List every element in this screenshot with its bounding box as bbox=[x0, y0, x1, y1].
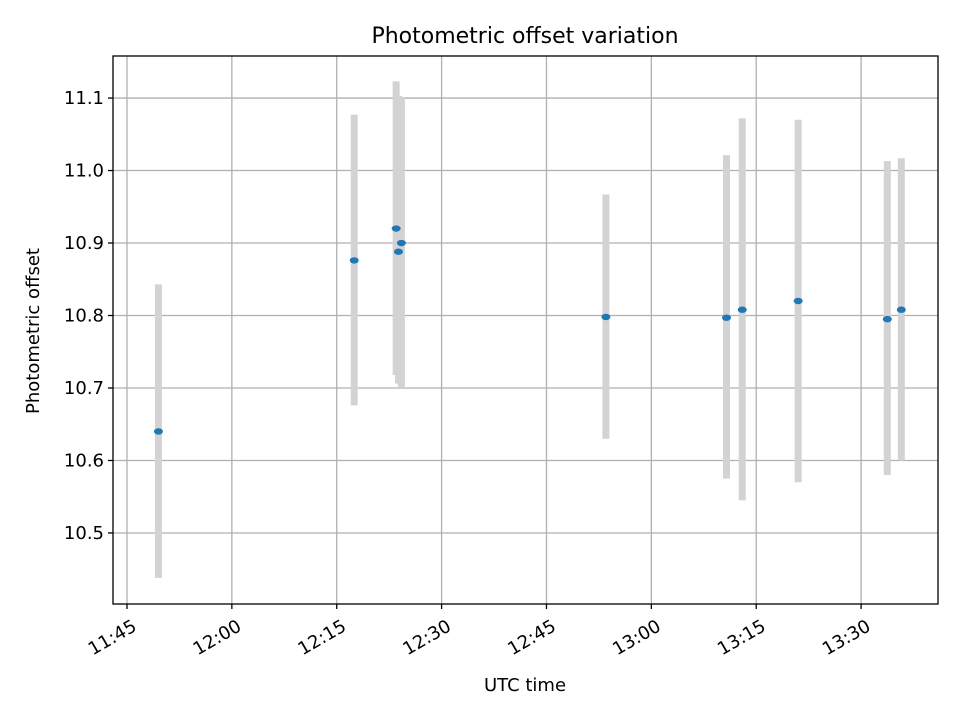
y-tick-label: 10.7 bbox=[64, 378, 104, 399]
x-tick-label: 12:00 bbox=[190, 616, 245, 660]
x-axis-label: UTC time bbox=[484, 675, 566, 696]
grid bbox=[113, 56, 938, 604]
y-tick-label: 10.8 bbox=[64, 306, 104, 327]
chart-title: Photometric offset variation bbox=[371, 24, 678, 49]
data-point bbox=[882, 315, 892, 323]
y-tick-label: 10.9 bbox=[64, 233, 104, 254]
y-tick-label: 11.0 bbox=[64, 161, 104, 182]
data-point bbox=[601, 313, 611, 321]
data-point bbox=[793, 297, 803, 305]
x-tick-label: 13:30 bbox=[819, 616, 874, 660]
x-tick-label: 11:45 bbox=[85, 616, 140, 660]
y-tick-label: 10.6 bbox=[64, 450, 104, 471]
x-tick-label: 13:15 bbox=[714, 616, 769, 660]
data-points bbox=[153, 225, 906, 435]
x-tick-label: 12:15 bbox=[295, 616, 350, 660]
data-point bbox=[896, 306, 906, 313]
x-axis: 11:45 12:00 12:15 12:30 12:45 13:00 13:15 13:30 bbox=[85, 604, 874, 660]
data-point bbox=[153, 428, 163, 435]
plot-frame bbox=[112, 55, 939, 605]
x-tick-label: 12:30 bbox=[399, 616, 454, 660]
data-point bbox=[349, 257, 359, 264]
data-point bbox=[393, 248, 403, 255]
data-point bbox=[737, 306, 747, 313]
data-point bbox=[396, 239, 406, 247]
data-point bbox=[722, 314, 732, 321]
y-axis: 10.5 10.6 10.7 10.8 10.9 11.0 11.1 bbox=[64, 88, 113, 544]
y-axis-label: Photometric offset bbox=[23, 248, 44, 414]
x-tick-label: 13:00 bbox=[609, 616, 664, 660]
data-point bbox=[391, 225, 401, 232]
error-bars bbox=[154, 81, 905, 578]
y-tick-label: 10.5 bbox=[64, 523, 104, 544]
x-tick-label: 12:45 bbox=[504, 616, 559, 660]
y-tick-label: 11.1 bbox=[64, 88, 104, 109]
